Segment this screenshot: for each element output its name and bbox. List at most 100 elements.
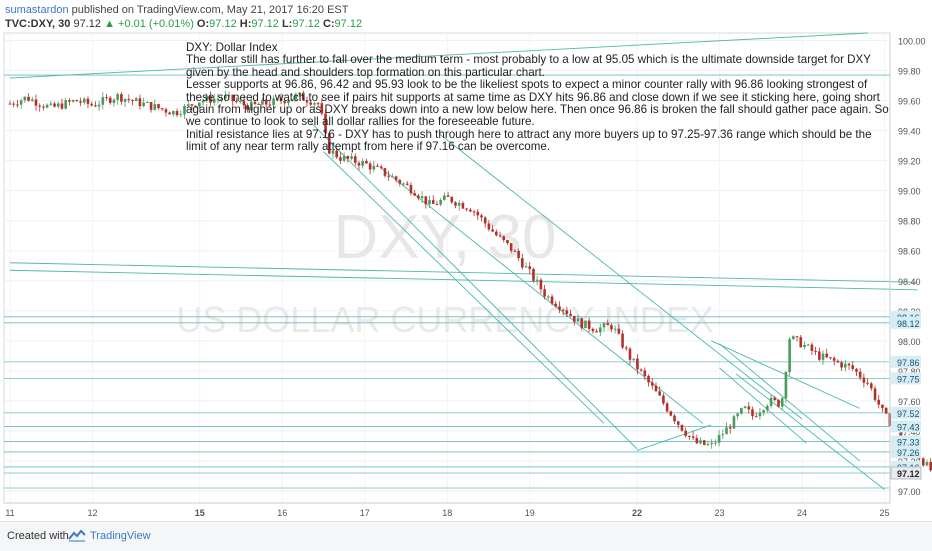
candle-body xyxy=(224,95,227,99)
candle-body xyxy=(320,103,324,114)
candle-body xyxy=(164,109,168,113)
candle-body xyxy=(138,98,142,107)
time-tick-label: 22 xyxy=(632,508,642,518)
candle-body xyxy=(636,358,639,370)
candle-body xyxy=(587,320,591,329)
trendline xyxy=(306,118,638,450)
candle-body xyxy=(149,102,153,110)
candle-body xyxy=(825,353,829,358)
candle-body xyxy=(75,100,79,102)
time-tick-label: 19 xyxy=(525,508,535,518)
candle-body xyxy=(669,411,673,416)
candle-body xyxy=(157,104,160,109)
candle-body xyxy=(509,243,513,251)
candle-body xyxy=(925,461,929,466)
candle-body xyxy=(881,404,884,408)
time-axis[interactable]: 11 12 15 16 17 18 19 22 23 24 25 xyxy=(5,508,889,518)
author-link[interactable]: sumastardon xyxy=(5,4,69,16)
grid-lines xyxy=(4,33,890,503)
candle-body xyxy=(528,266,532,270)
candle-body xyxy=(595,331,598,333)
price-tag-box xyxy=(891,316,921,329)
candle-body xyxy=(762,410,765,413)
price-tag-box xyxy=(891,435,921,448)
trendlines xyxy=(9,32,918,490)
candle-body xyxy=(558,306,561,310)
candle-body xyxy=(573,315,576,322)
candle-body xyxy=(112,99,116,103)
price-tick-label: 99.40 xyxy=(898,127,921,137)
candle-body xyxy=(361,160,364,166)
trendline xyxy=(323,151,605,424)
candle-body xyxy=(814,350,817,352)
time-tick-label: 12 xyxy=(87,508,97,518)
time-tick-label: 17 xyxy=(360,508,370,518)
candle-body xyxy=(777,399,780,407)
price-tick-label: 99.00 xyxy=(898,187,921,197)
candle-body xyxy=(19,100,23,105)
candle-body xyxy=(94,105,97,107)
candle-body xyxy=(227,94,231,96)
candle-body xyxy=(324,113,327,134)
candle-body xyxy=(305,100,309,103)
candle-body xyxy=(8,103,12,105)
candle-body xyxy=(870,383,873,389)
price-tick-label: 97.00 xyxy=(898,487,921,497)
candle-body xyxy=(873,388,877,400)
candle-body xyxy=(710,442,713,445)
trendline xyxy=(438,133,803,420)
candle-body xyxy=(461,202,465,209)
candle-body xyxy=(131,99,134,101)
candle-body xyxy=(49,103,53,105)
candle-body xyxy=(502,236,506,241)
candle-body xyxy=(283,101,287,104)
candle-body xyxy=(584,320,587,329)
candle-body xyxy=(34,99,38,106)
candle-body xyxy=(290,99,294,101)
candle-body xyxy=(398,179,402,184)
candle-body xyxy=(754,416,758,418)
price-tick-label: 98.00 xyxy=(898,337,921,347)
candle-body xyxy=(142,102,145,107)
candle-body xyxy=(617,328,621,334)
candle-body xyxy=(851,365,855,369)
candle-body xyxy=(428,200,431,205)
candle-body xyxy=(532,269,535,281)
price-chart[interactable]: DXY, 30 US DOLLAR CURRENCY INDEX 100.00 9… xyxy=(0,0,932,520)
candle-body xyxy=(829,357,832,359)
candle-body xyxy=(866,382,869,384)
trendline xyxy=(9,32,869,79)
candle-body xyxy=(294,94,298,100)
candle-body xyxy=(858,371,862,378)
candle-body xyxy=(840,362,843,368)
candle-body xyxy=(368,163,372,170)
candle-body xyxy=(847,363,851,366)
trendline xyxy=(9,262,918,283)
candle-body xyxy=(246,105,249,111)
price-tick-label: 99.80 xyxy=(898,67,921,77)
candle-body xyxy=(331,150,335,154)
time-tick-label: 15 xyxy=(195,508,205,518)
candle-body xyxy=(569,313,572,316)
last-value: 97.12 xyxy=(73,18,102,30)
candle-body xyxy=(621,333,624,348)
candle-body xyxy=(439,200,442,205)
tradingview-logo-icon[interactable] xyxy=(68,528,86,542)
candle-body xyxy=(610,325,613,330)
candle-body xyxy=(446,195,450,197)
candle-body xyxy=(736,413,739,417)
candle-body xyxy=(506,240,509,244)
candle-body xyxy=(792,336,795,340)
candle-body xyxy=(747,406,751,410)
candle-body xyxy=(780,398,784,407)
candle-body xyxy=(844,363,847,368)
tradingview-link[interactable]: TradingView xyxy=(90,530,151,542)
candle-body xyxy=(353,156,357,163)
candle-body xyxy=(276,98,279,100)
candle-body xyxy=(298,92,301,95)
candle-body xyxy=(339,157,342,161)
candle-body xyxy=(821,353,825,360)
candle-body xyxy=(480,215,483,218)
candle-body xyxy=(673,415,676,422)
candle-body xyxy=(316,103,320,105)
